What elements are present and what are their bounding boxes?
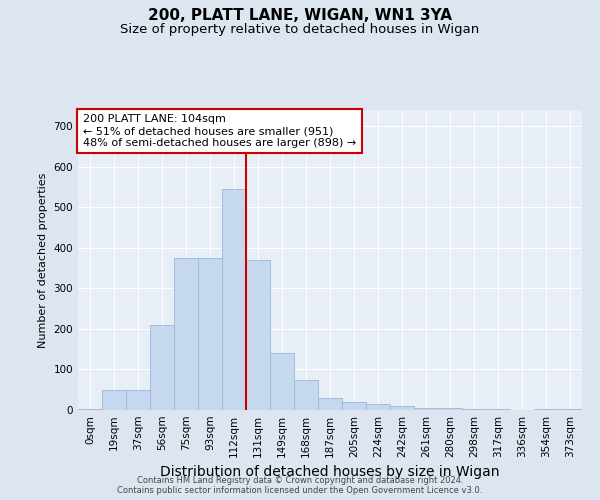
Bar: [486, 409, 510, 410]
Text: 200, PLATT LANE, WIGAN, WN1 3YA: 200, PLATT LANE, WIGAN, WN1 3YA: [148, 8, 452, 22]
Bar: [150, 325, 174, 410]
X-axis label: Distribution of detached houses by size in Wigan: Distribution of detached houses by size …: [160, 466, 500, 479]
Y-axis label: Number of detached properties: Number of detached properties: [38, 172, 48, 348]
Text: 200 PLATT LANE: 104sqm
← 51% of detached houses are smaller (951)
48% of semi-de: 200 PLATT LANE: 104sqm ← 51% of detached…: [83, 114, 356, 148]
Bar: [174, 258, 198, 410]
Bar: [390, 406, 414, 410]
Bar: [534, 409, 558, 410]
Bar: [342, 402, 366, 410]
Bar: [246, 260, 270, 410]
Bar: [438, 408, 462, 410]
Bar: [126, 390, 150, 410]
Bar: [414, 408, 438, 410]
Text: Contains HM Land Registry data © Crown copyright and database right 2024.: Contains HM Land Registry data © Crown c…: [137, 476, 463, 485]
Bar: [318, 398, 342, 410]
Bar: [198, 258, 222, 410]
Bar: [270, 353, 294, 410]
Text: Contains public sector information licensed under the Open Government Licence v3: Contains public sector information licen…: [118, 486, 482, 495]
Bar: [462, 409, 486, 410]
Bar: [102, 390, 126, 410]
Bar: [366, 404, 390, 410]
Bar: [222, 189, 246, 410]
Text: Size of property relative to detached houses in Wigan: Size of property relative to detached ho…: [121, 22, 479, 36]
Bar: [78, 409, 102, 410]
Bar: [558, 409, 582, 410]
Bar: [294, 380, 318, 410]
